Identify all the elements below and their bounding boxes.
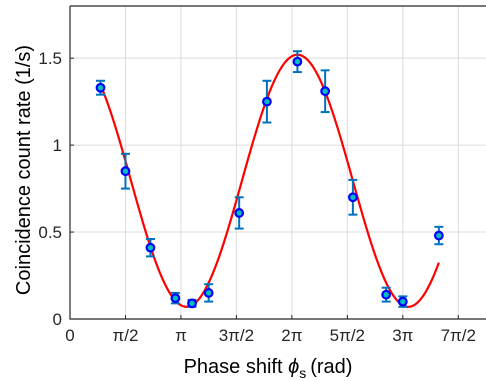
y-tick-label-1: 0.5: [38, 223, 62, 242]
x-axis-label-subscript: s: [299, 365, 306, 381]
data-point-2: [145, 242, 156, 253]
data-point-5: [203, 288, 214, 298]
data-point-0: [95, 82, 106, 93]
x-axis-label-unit: (rad): [310, 356, 352, 378]
x-axis-label-main: Phase shift: [184, 356, 289, 378]
y-tick-label-2: 1: [53, 136, 62, 155]
data-point-3: [170, 293, 181, 304]
y-tick-label-3: 1.5: [38, 49, 62, 68]
x-tick-label-1: π/2: [113, 326, 139, 345]
x-tick-label-3: 3π/2: [219, 326, 254, 345]
data-points: [95, 56, 444, 309]
x-axis-label-symbol: ϕ: [288, 356, 299, 378]
x-tick-label-0: 0: [65, 326, 74, 345]
fit-curve-layer: [99, 53, 440, 308]
x-tick-label-2: π: [175, 326, 187, 345]
x-tick-labels: 0 π/2 π 3π/2 2π 5π/2 3π 7π/2: [65, 326, 476, 345]
data-point-12: [397, 296, 408, 307]
plot-area-frame: [69, 5, 486, 320]
x-tick-label-7: 7π/2: [441, 326, 476, 345]
data-point-6: [234, 208, 245, 218]
data-point-10: [347, 192, 358, 203]
data-point-4: [187, 298, 197, 309]
data-point-1: [120, 166, 131, 177]
x-tick-label-5: 5π/2: [330, 326, 365, 345]
grid: [70, 6, 486, 319]
data-point-11: [381, 289, 392, 300]
y-tick-label-0: 0: [53, 310, 62, 329]
axes: [69, 5, 486, 320]
data-point-8: [292, 56, 303, 67]
x-tick-label-6: 3π: [392, 326, 413, 345]
y-tick-labels: 0 0.5 1 1.5: [38, 49, 62, 329]
data-point-7: [262, 96, 272, 107]
data-point-13: [433, 230, 444, 241]
x-axis-label: Phase shift ϕs (rad): [184, 356, 353, 381]
fit-curve: [99, 53, 440, 308]
data-point-9: [320, 86, 331, 97]
x-tick-label-4: 2π: [281, 326, 302, 345]
y-axis-label: Coincidence count rate (1/s): [13, 45, 35, 295]
tick-marks: [69, 57, 459, 320]
